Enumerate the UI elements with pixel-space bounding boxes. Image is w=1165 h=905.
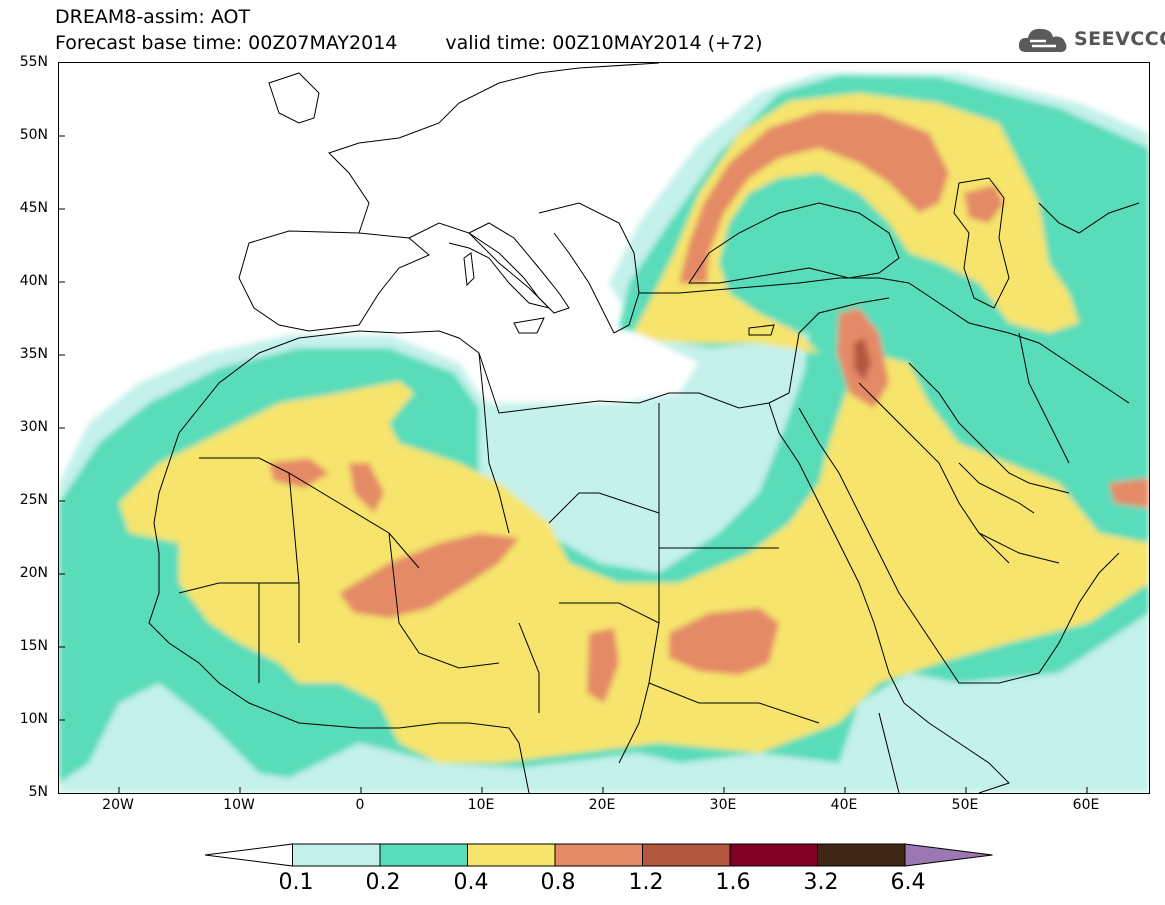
lon-label-10w: 10W — [223, 797, 255, 813]
colorbar-swatch-6 — [729, 843, 818, 867]
colorbar-swatch-0 — [205, 843, 293, 867]
lat-label-50n: 50N — [19, 127, 48, 143]
colorbar-label-0.4: 0.4 — [453, 870, 489, 895]
lon-label-60e: 60E — [1072, 797, 1100, 813]
colorbar-swatch-4 — [554, 843, 643, 867]
colorbar-label-0.8: 0.8 — [540, 870, 576, 895]
colorbar-label-0.1: 0.1 — [278, 870, 314, 895]
logo-text: SEEVCCC — [1074, 28, 1165, 50]
lon-label-0: 0 — [355, 797, 365, 813]
lon-label-20w: 20W — [102, 797, 134, 813]
colorbar-label-6.4: 6.4 — [890, 870, 926, 895]
cloud-icon — [1018, 28, 1067, 52]
aot-band-0.8-caspian — [964, 185, 1004, 223]
lat-label-35n: 35N — [19, 346, 48, 362]
aot-band-0.8-sahel — [339, 533, 519, 618]
lon-label-50e: 50E — [951, 797, 979, 813]
colorbar-label-3.2: 3.2 — [803, 870, 839, 895]
lat-label-45n: 45N — [19, 200, 48, 216]
aot-band-0.8-chad — [587, 628, 619, 703]
colorbar — [205, 843, 993, 867]
colorbar-swatch-3 — [467, 843, 556, 867]
aot-contours — [59, 73, 1149, 793]
lat-label-55n: 55N — [19, 54, 48, 70]
lat-label-10n: 10N — [19, 711, 48, 727]
colorbar-swatch-5 — [642, 843, 731, 867]
lat-label-25n: 25N — [19, 492, 48, 508]
aot-band-0.8-sudan — [669, 608, 779, 675]
aot-band-0.8-arc — [679, 111, 949, 283]
aot-map-canvas — [59, 63, 1149, 793]
lat-label-5n: 5N — [28, 784, 48, 800]
colorbar-swatch-8 — [904, 843, 993, 867]
lon-label-10e: 10E — [467, 797, 495, 813]
colorbar-label-1.6: 1.6 — [715, 870, 751, 895]
map-title: DREAM8-assim: AOT — [55, 6, 251, 28]
lat-label-20n: 20N — [19, 565, 48, 581]
colorbar-label-0.2: 0.2 — [365, 870, 401, 895]
forecast-base-time: Forecast base time: 00Z07MAY2014 — [55, 32, 398, 54]
aot-band-0.4-sahara — [119, 353, 1149, 763]
seevccc-logo: SEEVCCC — [1016, 22, 1165, 58]
map-ticks — [59, 135, 1088, 793]
colorbar-label-1.2: 1.2 — [628, 870, 664, 895]
lon-label-40e: 40E — [830, 797, 858, 813]
colorbar-swatch-1 — [292, 843, 381, 867]
lon-label-30e: 30E — [709, 797, 737, 813]
lon-label-20e: 20E — [588, 797, 616, 813]
lat-label-40n: 40N — [19, 273, 48, 289]
colorbar-swatch-7 — [817, 843, 906, 867]
coastlines-and-borders — [148, 63, 1140, 793]
aot-band-0.8-gulf — [1109, 478, 1149, 508]
map-subtitle: Forecast base time: 00Z07MAY2014 valid ti… — [55, 32, 763, 54]
aot-band-0.8-sahara-2 — [349, 463, 384, 513]
aot-band-0.8-sahara-1 — [269, 458, 329, 488]
valid-time: valid time: 00Z10MAY2014 (+72) — [445, 32, 763, 54]
lat-label-30n: 30N — [19, 419, 48, 435]
lat-label-15n: 15N — [19, 638, 48, 654]
aot-map — [58, 62, 1150, 794]
colorbar-swatch-2 — [379, 843, 468, 867]
aot-band-1.2-iraq — [854, 338, 871, 381]
